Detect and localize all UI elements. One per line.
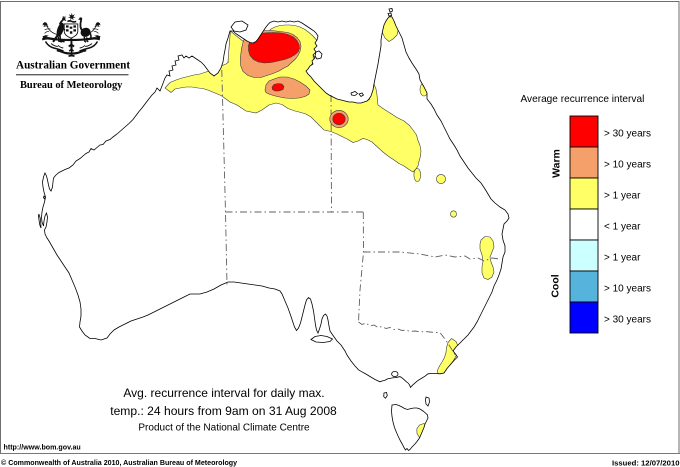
svg-text:Average recurrence interval: Average recurrence interval xyxy=(521,94,645,105)
svg-text:> 10 years: > 10 years xyxy=(604,284,651,295)
svg-text:< 1 year: < 1 year xyxy=(604,222,641,233)
svg-text:Avg. recurrence interval for d: Avg. recurrence interval for daily max. xyxy=(123,386,324,400)
svg-text:> 1 year: > 1 year xyxy=(604,253,641,264)
svg-text:Cool: Cool xyxy=(550,274,562,297)
svg-text:> 1 year: > 1 year xyxy=(604,191,641,202)
svg-text:Issued: 12/07/2010: Issued: 12/07/2010 xyxy=(612,458,680,467)
svg-text:http://www.bom.gov.au: http://www.bom.gov.au xyxy=(4,444,81,452)
svg-text:> 30 years: > 30 years xyxy=(604,129,651,140)
svg-text:Australian Government: Australian Government xyxy=(16,60,130,72)
svg-text:© Commonwealth of Australia 20: © Commonwealth of Australia 2010, Austra… xyxy=(1,459,237,467)
svg-text:Product of the National Climat: Product of the National Climate Centre xyxy=(138,423,310,434)
svg-text:> 10 years: > 10 years xyxy=(604,160,651,171)
svg-text:temp.: 24 hours from 9am on 31: temp.: 24 hours from 9am on 31 Aug 2008 xyxy=(110,404,337,418)
svg-text:> 30 years: > 30 years xyxy=(604,315,651,326)
svg-text:Warm: Warm xyxy=(551,149,563,178)
svg-text:Bureau of Meteorology: Bureau of Meteorology xyxy=(20,80,123,91)
